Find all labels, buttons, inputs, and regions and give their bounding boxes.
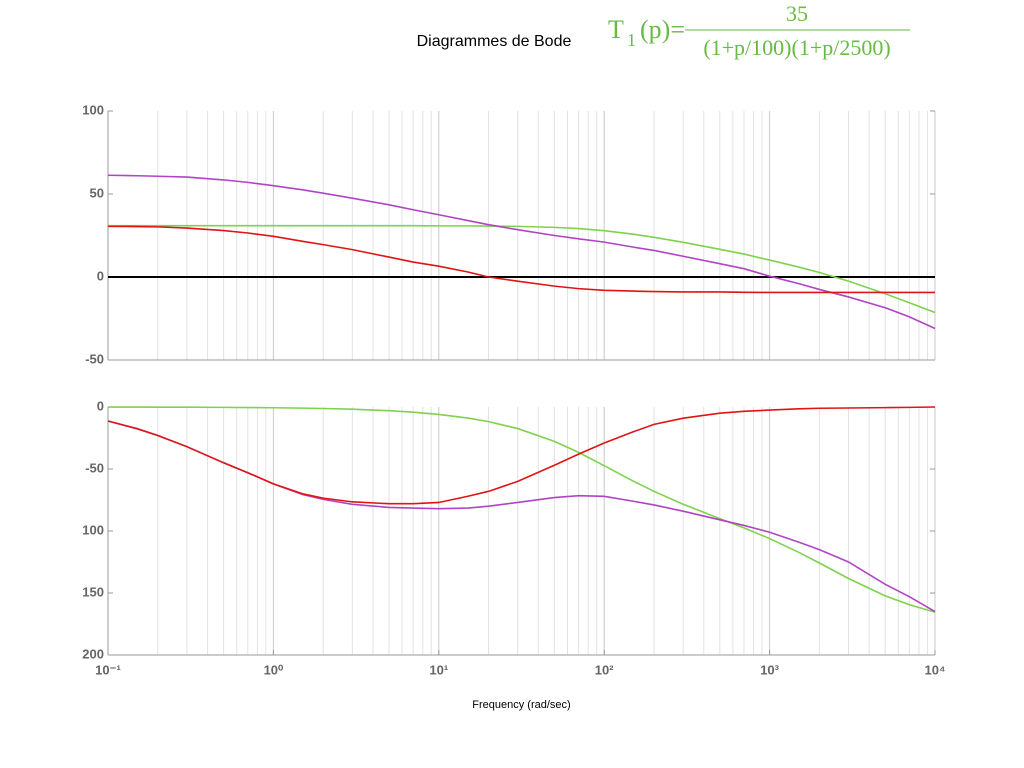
y-tick-label: 150 (82, 584, 104, 599)
x-tick-label: 10⁴ (925, 662, 946, 677)
y-tick-label: 200 (82, 646, 104, 661)
x-tick-label: 10³ (760, 662, 779, 677)
y-tick-label: -50 (85, 351, 104, 366)
formula-arg: (p)= (640, 15, 685, 44)
series-line (107, 225, 935, 294)
y-tick-label: 100 (82, 522, 104, 537)
series-line (107, 174, 936, 330)
formula-lhs: T (608, 15, 624, 44)
series-line (108, 224, 936, 314)
y-tick-label: 0 (97, 268, 104, 283)
y-tick-label: -50 (85, 460, 104, 475)
x-tick-label: 10⁰ (264, 662, 284, 677)
series-line (107, 406, 936, 505)
y-tick-label: 50 (90, 185, 104, 200)
x-tick-label: 10¹ (429, 662, 448, 677)
title: Diagrammes de Bode (417, 33, 572, 50)
formula-subscript: 1 (627, 30, 636, 50)
x-tick-label: 10² (595, 662, 614, 677)
x-tick-label: 10⁻¹ (95, 662, 121, 677)
x-axis-label: Frequency (rad/sec) (472, 699, 570, 711)
y-tick-label: 100 (82, 102, 104, 117)
series-line (107, 420, 936, 613)
y-tick-label: 0 (97, 398, 104, 413)
formula-numerator: 35 (786, 1, 808, 26)
series-line (107, 406, 936, 613)
formula-denominator: (1+p/100)(1+p/2500) (703, 35, 890, 60)
